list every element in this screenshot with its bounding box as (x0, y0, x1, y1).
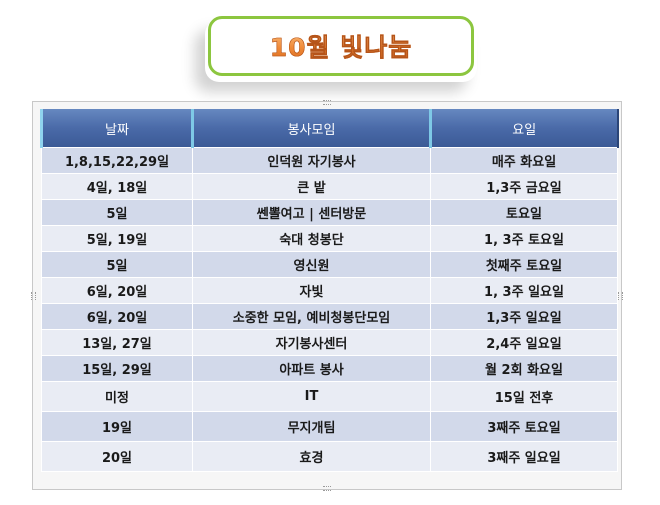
cell-group: 영신원 (192, 251, 431, 278)
resize-handle-bottom[interactable] (323, 486, 331, 491)
cell-date: 5일 (41, 251, 193, 278)
resize-handle-right[interactable] (618, 292, 623, 300)
table-row: 20일 효경 3째주 일요일 (41, 441, 618, 472)
table-row: 1,8,15,22,29일 인덕원 자기봉사 매주 화요일 (41, 147, 618, 174)
cell-group: 쎈뽈여고 | 센터방문 (192, 199, 431, 226)
table-row: 19일 무지개팀 3째주 토요일 (41, 411, 618, 442)
cell-day: 1,3주 금요일 (430, 173, 618, 200)
table-row: 4일, 18일 큰 밭 1,3주 금요일 (41, 173, 618, 200)
cell-group: 큰 밭 (192, 173, 431, 200)
resize-handle-top[interactable] (323, 100, 331, 105)
header-group: 봉사모임 (191, 109, 432, 148)
title-banner: 10월 빛나눔 (208, 16, 474, 76)
cell-day: 15일 전후 (430, 381, 618, 412)
cell-day: 매주 화요일 (430, 147, 618, 174)
cell-date: 6일, 20일 (41, 277, 193, 304)
cell-day: 월 2회 화요일 (430, 355, 618, 382)
table-body: 1,8,15,22,29일 인덕원 자기봉사 매주 화요일 4일, 18일 큰 … (41, 147, 618, 472)
cell-date: 13일, 27일 (41, 329, 193, 356)
cell-group: 아파트 봉사 (192, 355, 431, 382)
cell-group: 숙대 청봉단 (192, 225, 431, 252)
header-date: 날짜 (40, 109, 194, 148)
cell-group: 효경 (192, 441, 431, 472)
cell-day: 1, 3주 토요일 (430, 225, 618, 252)
cell-date: 6일, 20일 (41, 303, 193, 330)
cell-group: 자빛 (192, 277, 431, 304)
cell-date: 5일 (41, 199, 193, 226)
cell-date: 미정 (41, 381, 193, 412)
cell-group: 무지개팀 (192, 411, 431, 442)
cell-date: 5일, 19일 (41, 225, 193, 252)
schedule-table: 날짜 봉사모임 요일 1,8,15,22,29일 인덕원 자기봉사 매주 화요일… (40, 109, 619, 472)
cell-date: 15일, 29일 (41, 355, 193, 382)
header-day: 요일 (429, 109, 619, 148)
cell-day: 첫째주 토요일 (430, 251, 618, 278)
cell-group: 자기봉사센터 (192, 329, 431, 356)
table-row: 6일, 20일 소중한 모임, 예비청봉단모임 1,3주 일요일 (41, 303, 618, 330)
cell-day: 3째주 일요일 (430, 441, 618, 472)
resize-handle-left[interactable] (31, 292, 36, 300)
cell-date: 20일 (41, 441, 193, 472)
cell-day: 3째주 토요일 (430, 411, 618, 442)
table-row: 미정 IT 15일 전후 (41, 381, 618, 412)
cell-group: 소중한 모임, 예비청봉단모임 (192, 303, 431, 330)
table-header: 날짜 봉사모임 요일 (40, 109, 619, 148)
table-row: 5일 영신원 첫째주 토요일 (41, 251, 618, 278)
table-row: 5일, 19일 숙대 청봉단 1, 3주 토요일 (41, 225, 618, 252)
cell-day: 1, 3주 일요일 (430, 277, 618, 304)
page-title: 10월 빛나눔 (269, 28, 413, 64)
cell-day: 2,4주 일요일 (430, 329, 618, 356)
table-row: 5일 쎈뽈여고 | 센터방문 토요일 (41, 199, 618, 226)
table-row: 15일, 29일 아파트 봉사 월 2회 화요일 (41, 355, 618, 382)
cell-day: 1,3주 일요일 (430, 303, 618, 330)
table-row: 6일, 20일 자빛 1, 3주 일요일 (41, 277, 618, 304)
cell-date: 1,8,15,22,29일 (41, 147, 193, 174)
cell-group: IT (192, 381, 431, 412)
cell-day: 토요일 (430, 199, 618, 226)
table-row: 13일, 27일 자기봉사센터 2,4주 일요일 (41, 329, 618, 356)
cell-group: 인덕원 자기봉사 (192, 147, 431, 174)
cell-date: 4일, 18일 (41, 173, 193, 200)
cell-date: 19일 (41, 411, 193, 442)
